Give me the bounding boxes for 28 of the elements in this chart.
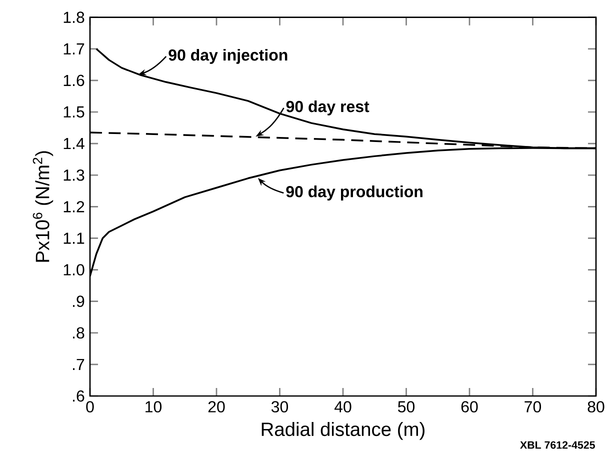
x-tick-label: 0 [86,401,94,412]
y-tick-label: .9 [73,296,84,307]
y-tick-label: 1.7 [64,43,84,54]
annotation: 90 day rest [286,100,370,116]
y-tick-label: .7 [73,358,84,370]
y-tick-label: 1.0 [64,264,84,276]
y-tick-label: 1.6 [64,74,84,86]
y-axis-title: Px10$^{6}$ (N/m$^{2}$) [32,151,54,262]
x-tick-label: 40 [334,401,352,412]
y-tick-label: 1.2 [64,201,84,212]
y-tick-label: .6 [73,390,84,402]
x-tick-label: 30 [271,401,288,412]
y-tick-label: 1.4 [64,138,84,150]
y-tick-label: 1.3 [64,169,84,181]
y-tick-label: 1.1 [64,232,84,244]
x-tick-label: 20 [208,401,225,412]
y-tick-label: .8 [73,327,84,339]
annotation: 90 day production [286,186,422,200]
x-tick-label: 50 [398,401,415,412]
x-tick-label: 80 [588,401,604,412]
x-axis-title: Radial distance (m) [262,422,424,440]
y-tick-label: 1.8 [64,12,84,23]
x-tick-label: 70 [524,401,542,412]
annotation: 90 day injection [168,48,288,64]
text: XBL 7612-4525 [520,441,595,449]
x-tick-label: 60 [461,401,478,412]
y-tick-label: 1.5 [64,106,84,118]
x-tick-label: 10 [146,401,162,412]
